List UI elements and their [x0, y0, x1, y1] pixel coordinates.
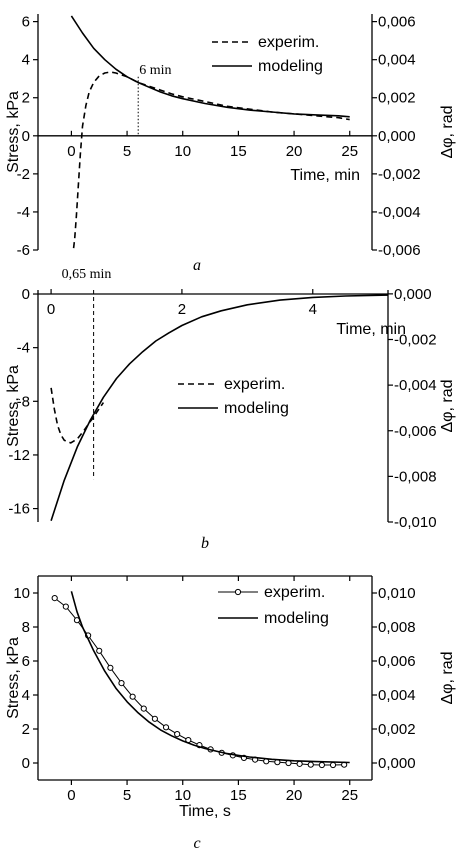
y-tick-label: -6	[17, 242, 30, 259]
x-tick-label: 5	[123, 143, 131, 160]
y2-tick-label: 0,000	[378, 128, 416, 145]
data-point	[107, 664, 114, 671]
y2-tick-label: -0,004	[378, 204, 421, 221]
x-axis-label: Time, min	[290, 167, 360, 184]
legend-label: modeling	[264, 610, 329, 627]
data-point	[307, 761, 314, 768]
data-point	[296, 760, 303, 767]
y-tick-label: 10	[13, 585, 30, 602]
data-point	[140, 705, 147, 712]
y2-tick-label: 0,002	[378, 90, 416, 107]
data-point	[174, 731, 181, 738]
y-tick-label: 6	[22, 14, 30, 31]
x-tick-label: 0	[67, 143, 75, 160]
y2-tick-label: 0,008	[378, 619, 416, 636]
data-point	[151, 715, 158, 722]
data-point	[51, 595, 58, 602]
data-point	[162, 724, 170, 731]
legend-label: modeling	[224, 400, 289, 417]
legend-label: modeling	[258, 58, 323, 75]
y2-tick-label: -0,008	[394, 468, 437, 485]
y-tick-label: -4	[17, 204, 30, 221]
y2-axis-label: Δφ, rad	[439, 105, 456, 158]
y-axis-label: Stress, kPa	[5, 637, 22, 719]
series-line-modeling	[50, 294, 389, 521]
data-point	[118, 680, 125, 687]
y2-tick-label: -0,006	[378, 242, 421, 259]
y-tick-label: 4	[22, 687, 30, 704]
y-tick-label: -12	[8, 447, 30, 464]
chart-panel-a: -6 -4 -2 0 2 4 6 -0,006 -0,004 -0,002 0,000 0,002 0,…	[5, 14, 456, 274]
y2-tick-label: -0,002	[394, 332, 437, 349]
y-tick-label: 0	[22, 755, 30, 772]
data-point	[96, 647, 103, 654]
y2-tick-label: 0,004	[378, 52, 416, 69]
y-tick-label: 0	[22, 286, 30, 303]
y-tick-label: 6	[22, 653, 30, 670]
legend-label: experim.	[258, 34, 319, 51]
y2-tick-label: -0,010	[394, 514, 437, 531]
annotation-label: 0,65 min	[62, 267, 112, 282]
y2-tick-label: 0,002	[378, 721, 416, 738]
x-tick-label: 0	[67, 787, 75, 804]
y-tick-label: 4	[22, 52, 30, 69]
y2-tick-label: 0,004	[378, 687, 416, 704]
y-axis-label: Stress, kPa	[5, 365, 22, 447]
y-tick-label: 8	[22, 619, 30, 636]
y2-tick-label: 0,006	[378, 653, 416, 670]
chart-panel-c: 0 2 4 6 8 10 0,000 0,002 0,004 0,006 0,008 0,010 0 5 1…	[5, 575, 456, 851]
data-point	[62, 603, 69, 610]
y2-tick-label: -0,004	[394, 377, 437, 394]
x-tick-label: 2	[178, 301, 186, 318]
y-tick-label: 2	[22, 90, 30, 107]
y-tick-label: -16	[8, 501, 30, 518]
panel-caption: b	[201, 535, 209, 552]
x-tick-label: 20	[286, 787, 303, 804]
y-axis-label: Stress, kPa	[5, 91, 22, 173]
x-tick-label: 25	[341, 143, 358, 160]
data-point	[329, 761, 337, 769]
series-line-modeling	[70, 15, 350, 118]
legend-label: experim.	[224, 376, 285, 393]
x-tick-label: 15	[230, 143, 247, 160]
y-tick-label: 0	[22, 128, 30, 145]
y2-tick-label: -0,006	[394, 423, 437, 440]
series-line-experim	[72, 71, 350, 249]
y2-tick-label: 0,010	[378, 585, 416, 602]
panel-caption: c	[193, 835, 200, 851]
chart-panel-b: -16 -12 -8 -4 0 -0,010 -0,008 -0,006 -0,004 -0,00…	[5, 267, 456, 552]
x-axis-label: Time, min	[336, 321, 406, 338]
y2-axis-label: Δφ, rad	[439, 379, 456, 432]
x-axis-label: Time, s	[179, 803, 231, 820]
x-tick-label: 25	[341, 787, 358, 804]
x-tick-label: 0	[47, 301, 55, 318]
y-tick-label: -2	[17, 166, 30, 183]
panel-caption: a	[193, 257, 201, 274]
y2-tick-label: -0,002	[378, 166, 421, 183]
data-point	[318, 761, 325, 769]
legend-marker	[234, 588, 242, 596]
legend-label: experim.	[264, 584, 325, 601]
x-tick-label: 10	[174, 143, 191, 160]
x-tick-label: 15	[230, 787, 247, 804]
series-line-modeling	[70, 591, 350, 764]
series-line-experim	[50, 387, 105, 444]
annotation-label: 6 min	[139, 63, 171, 78]
y-tick-label: -8	[17, 393, 30, 410]
x-tick-label: 10	[174, 787, 191, 804]
data-point	[129, 693, 136, 700]
y-tick-label: 2	[22, 721, 30, 738]
x-tick-label: 4	[309, 301, 317, 318]
y2-axis-label: Δφ, rad	[439, 651, 456, 704]
y2-tick-label: 0,000	[394, 286, 432, 303]
y2-tick-label: 0,000	[378, 755, 416, 772]
y2-tick-label: 0,006	[378, 14, 416, 31]
x-tick-label: 5	[123, 787, 131, 804]
y-tick-label: -4	[17, 340, 30, 357]
x-tick-label: 20	[286, 143, 303, 160]
